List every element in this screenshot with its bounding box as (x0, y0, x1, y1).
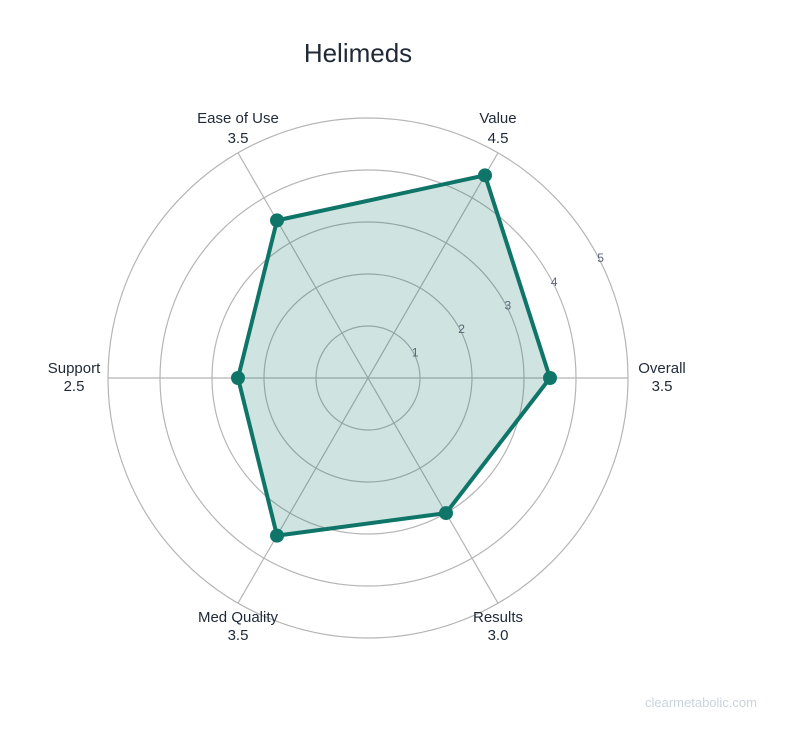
axis-value-label: 3.5 (652, 378, 673, 395)
axis-spoke (367, 377, 499, 604)
axis-value-label: 3.0 (488, 627, 509, 644)
r-tick-label: 2 (458, 322, 465, 336)
axis-label: Results (473, 609, 523, 626)
axis-value-label: 3.5 (228, 130, 249, 147)
r-tick-label: 3 (505, 298, 512, 312)
data-point (270, 213, 284, 228)
r-tick-label: 1 (412, 346, 419, 360)
data-point (270, 528, 284, 543)
data-point (543, 371, 557, 385)
data-point (478, 168, 492, 183)
axis-label: Overall (638, 360, 686, 377)
axis-value-label: 4.5 (488, 130, 509, 147)
axis-label: Ease of Use (197, 110, 279, 127)
axis-value-label: 2.5 (64, 378, 85, 395)
data-point (231, 371, 245, 385)
axis-label: Value (479, 110, 516, 127)
r-tick-label: 5 (597, 251, 604, 265)
axis-spoke (367, 152, 499, 379)
axis-spoke (237, 152, 369, 379)
axis-label: Support (48, 360, 101, 377)
watermark: clearmetabolic.com (645, 695, 757, 710)
axis-spoke (237, 377, 369, 604)
data-point (439, 506, 453, 521)
data-polygon (236, 173, 552, 538)
axis-label: Med Quality (198, 609, 279, 626)
axis-value-label: 3.5 (228, 627, 249, 644)
r-tick-label: 4 (551, 275, 558, 289)
chart-title: Helimeds (304, 38, 412, 68)
